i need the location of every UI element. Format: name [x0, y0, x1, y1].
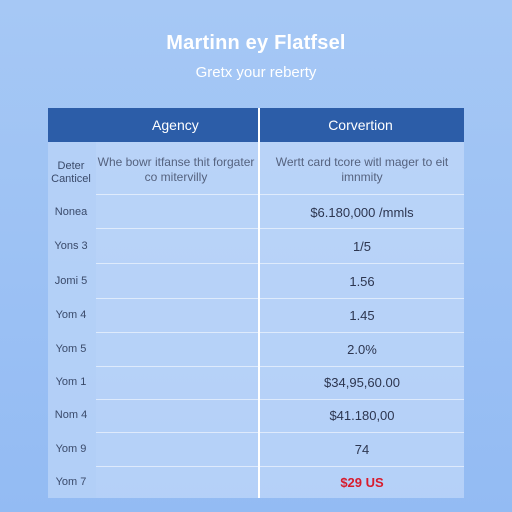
row-value: 1.45 — [349, 308, 375, 323]
row-separator — [96, 228, 464, 229]
row-label-column — [48, 142, 96, 498]
intro-row-label: Deter Canticel — [51, 160, 91, 185]
row-value-highlight: $29 US — [340, 475, 384, 490]
row-label: Yons 3 — [54, 240, 88, 252]
row-value: $41.180,00 — [329, 408, 395, 423]
row-label: Yom 5 — [55, 343, 87, 355]
column-divider — [258, 108, 260, 498]
row-separator — [96, 263, 464, 264]
column-header-conversion: Corvertion — [328, 117, 393, 133]
row-value: 1/5 — [352, 239, 372, 254]
column-header-agency: Agency — [152, 117, 199, 133]
row-label: Nom 4 — [54, 409, 88, 421]
row-label: Yom 9 — [55, 443, 87, 455]
table-body — [48, 142, 464, 498]
intro-conversion-text: Wertt card tcore witl mager to eit imnmi… — [275, 155, 449, 184]
table-header: Agency Corvertion — [48, 108, 464, 142]
page-subtitle: Gretx your reberty — [195, 64, 317, 81]
row-separator — [96, 466, 464, 467]
row-separator — [96, 194, 464, 195]
row-value: 74 — [354, 442, 370, 457]
row-label: Yom 4 — [55, 309, 87, 321]
row-value: 2.0% — [347, 342, 377, 357]
page-title: Martinn ey Flatfsel — [166, 32, 346, 54]
row-separator — [96, 432, 464, 433]
row-value: $34,95,60.00 — [324, 375, 400, 390]
row-separator — [96, 366, 464, 367]
row-separator — [96, 332, 464, 333]
row-label: Nonea — [54, 206, 88, 218]
row-label: Yom 1 — [55, 376, 87, 388]
table-header-spacer — [48, 108, 96, 142]
row-value: 1.56 — [349, 274, 375, 289]
row-label: Jomi 5 — [54, 275, 88, 287]
row-value: $6.180,000 /mmls — [310, 205, 414, 220]
intro-agency-text: Whe bowr itfanse thit forgater co miterv… — [97, 155, 255, 184]
row-label: Yom 7 — [55, 476, 87, 488]
row-separator — [96, 399, 464, 400]
row-separator — [96, 298, 464, 299]
